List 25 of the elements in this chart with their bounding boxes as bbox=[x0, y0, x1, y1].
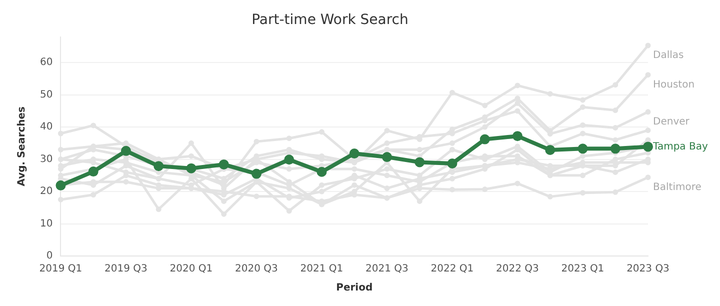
x-tick-label: 2019 Q3 bbox=[104, 264, 148, 275]
chart-title: Part-time Work Search bbox=[252, 12, 408, 28]
y-tick-label: 20 bbox=[40, 186, 53, 198]
series-label: Tampa Bay bbox=[652, 141, 708, 152]
y-tick-label: 60 bbox=[40, 57, 53, 68]
y-axis-title: Avg. Searches bbox=[16, 106, 28, 186]
x-tick-label: 2023 Q1 bbox=[561, 264, 604, 275]
y-tick-label: 50 bbox=[40, 89, 53, 100]
x-tick-label: 2021 Q3 bbox=[366, 264, 408, 275]
x-tick-label: 2019 Q1 bbox=[39, 264, 82, 275]
x-axis-title: Period bbox=[336, 282, 373, 294]
series-label: Baltimore bbox=[653, 182, 702, 193]
series-label: Dallas bbox=[653, 50, 684, 62]
series-label: Denver bbox=[653, 116, 690, 128]
x-tick-label: 2022 Q1 bbox=[430, 264, 474, 275]
series-label: Houston bbox=[653, 79, 695, 90]
x-tick-label: 2023 Q3 bbox=[626, 264, 670, 275]
y-tick-label: 0 bbox=[46, 250, 53, 262]
y-tick-label: 30 bbox=[40, 154, 53, 165]
x-tick-label: 2020 Q3 bbox=[235, 264, 278, 275]
x-tick-label: 2022 Q3 bbox=[496, 264, 539, 275]
x-tick-label: 2021 Q1 bbox=[300, 264, 344, 275]
y-tick-label: 40 bbox=[40, 122, 53, 133]
y-tick-label: 10 bbox=[40, 218, 53, 230]
x-tick-label: 2020 Q1 bbox=[170, 264, 213, 275]
